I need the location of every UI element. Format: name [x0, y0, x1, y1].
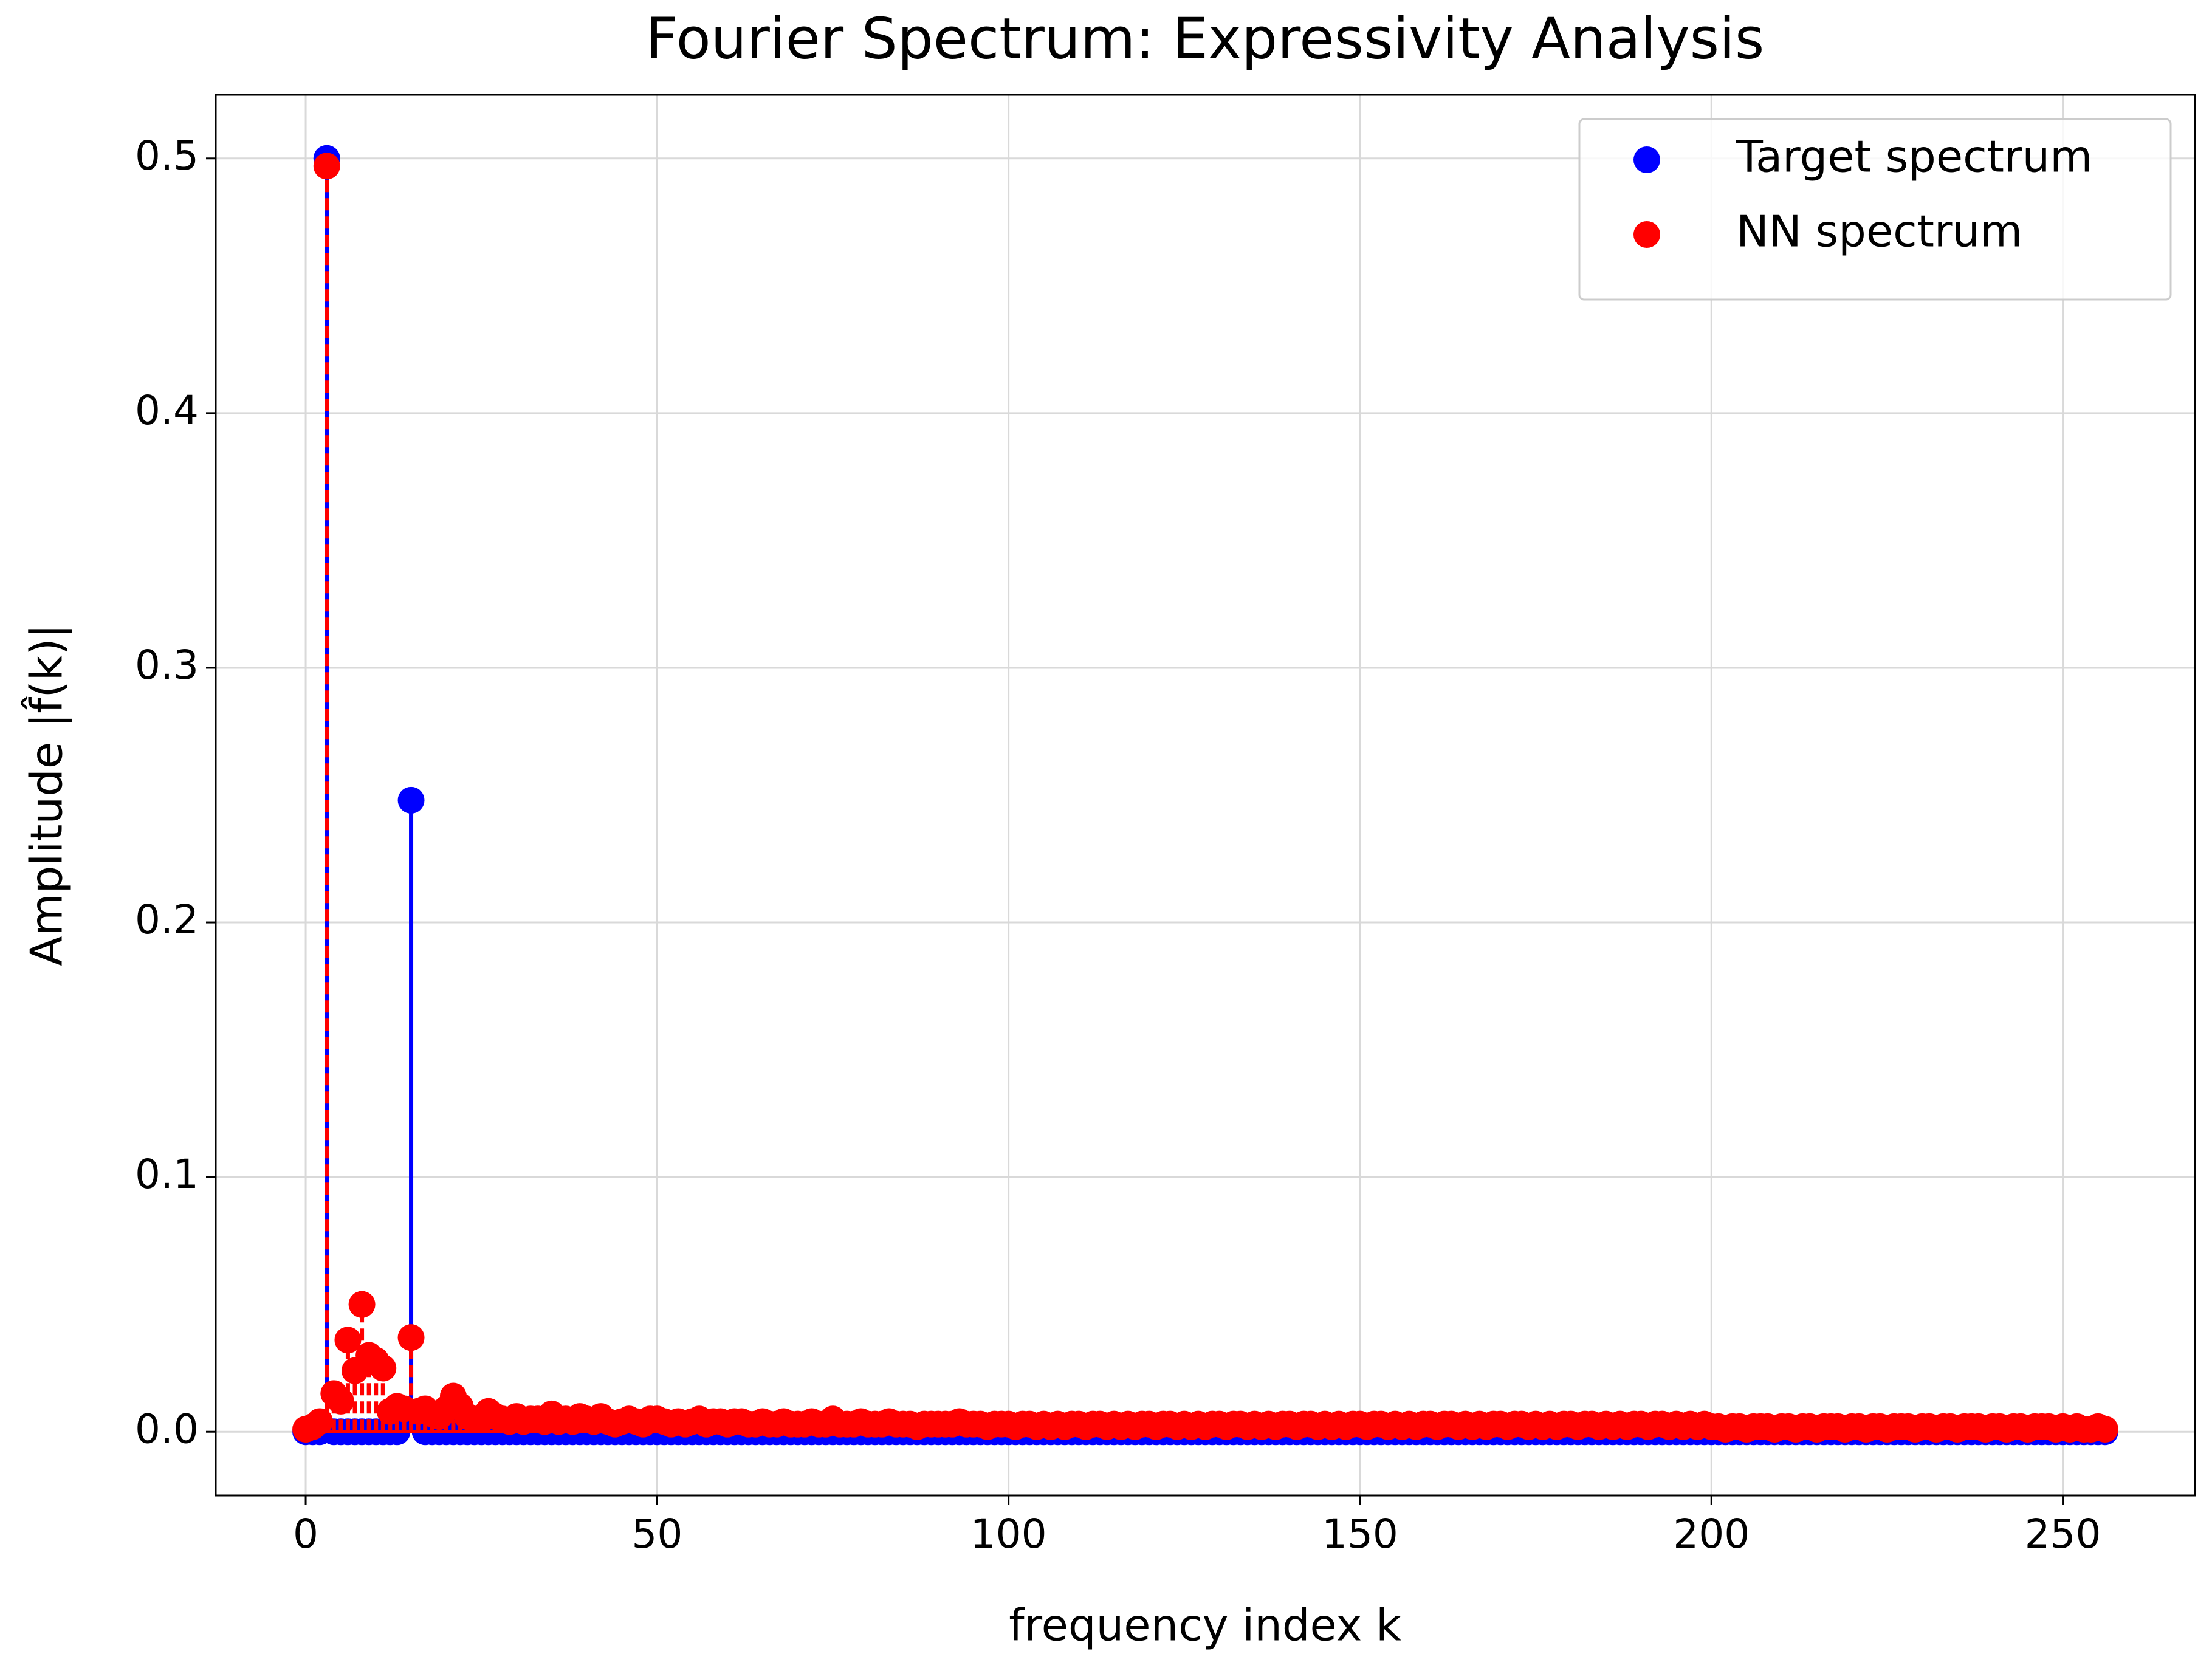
y-tick-label: 0.3 — [135, 642, 199, 688]
grid — [216, 95, 2195, 1495]
stem-marker — [348, 1291, 376, 1318]
x-tick-label: 250 — [2025, 1511, 2101, 1557]
axes: 0 50 100 150 200 250 0.0 0.1 0.2 0.3 0.4 0.5 — [135, 132, 2101, 1557]
stem-marker — [397, 1324, 425, 1351]
y-tick-label: 0.1 — [135, 1151, 199, 1198]
y-tick-label: 0.2 — [135, 896, 199, 943]
axes-frame — [215, 94, 2196, 1497]
x-tick-label: 100 — [970, 1511, 1047, 1557]
legend-label: Target spectrum — [1736, 131, 2092, 182]
x-tick-label: 0 — [293, 1511, 318, 1557]
x-tick-label: 50 — [631, 1511, 682, 1557]
stem-marker — [306, 1408, 334, 1435]
y-tick-label: 0.5 — [135, 132, 199, 179]
stem-marker — [397, 786, 425, 814]
x-axis-label: frequency index k — [1009, 1600, 1401, 1651]
stem-marker — [2091, 1416, 2118, 1443]
x-tick-label: 200 — [1673, 1511, 1750, 1557]
legend: Target spectrum NN spectrum — [1578, 118, 2172, 301]
plot-area — [292, 145, 2118, 1446]
legend-marker — [1633, 221, 1660, 248]
stem-marker — [327, 1387, 354, 1415]
legend-marker — [1633, 146, 1660, 173]
y-axis-label: Amplitude |f̂(k)| — [21, 623, 72, 966]
legend-label: NN spectrum — [1736, 206, 2022, 257]
stem-marker — [334, 1327, 362, 1354]
chart-title: Fourier Spectrum: Expressivity Analysis — [646, 5, 1765, 71]
y-tick-label: 0.0 — [135, 1405, 199, 1452]
stem-marker — [313, 153, 340, 180]
legend-box — [1578, 118, 2172, 301]
y-tick-label: 0.4 — [135, 387, 199, 434]
stem-marker — [369, 1354, 397, 1382]
x-tick-label: 150 — [1322, 1511, 1398, 1557]
